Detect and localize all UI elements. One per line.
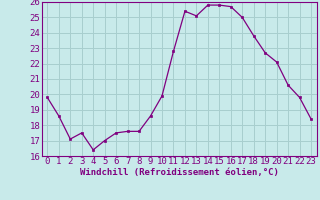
X-axis label: Windchill (Refroidissement éolien,°C): Windchill (Refroidissement éolien,°C) <box>80 168 279 177</box>
